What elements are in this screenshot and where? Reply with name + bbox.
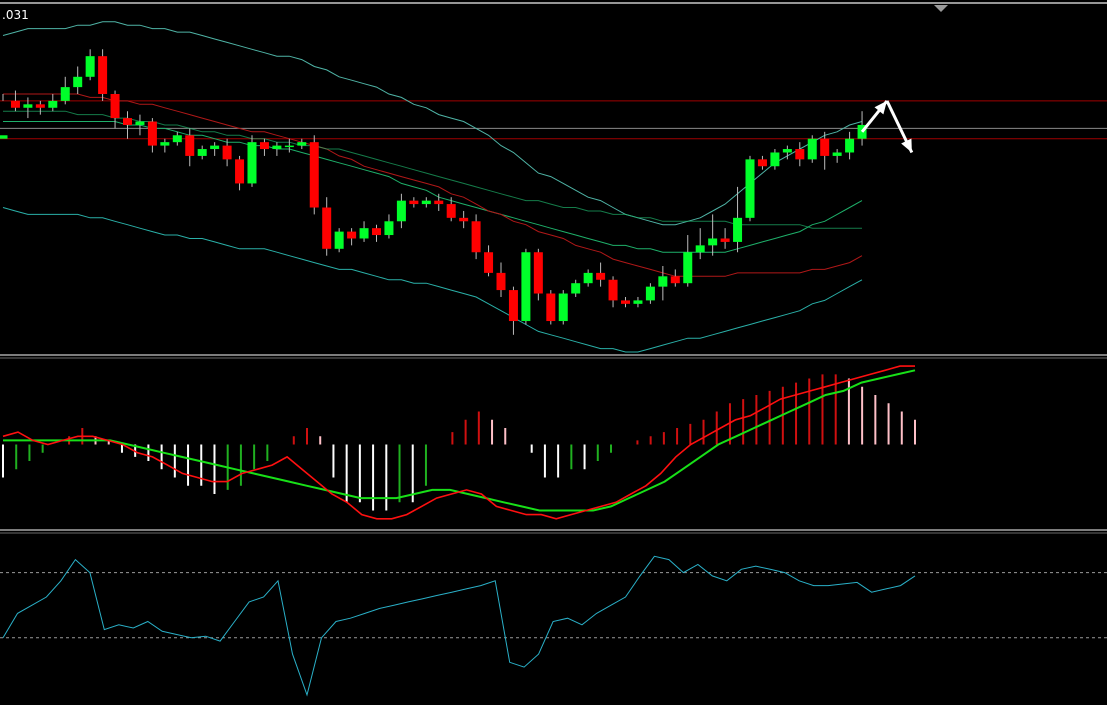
forecast-arrows [860, 99, 914, 154]
bear-candle [372, 228, 381, 236]
bear-candle [820, 138, 830, 156]
bull-candle [571, 283, 581, 294]
ma-slow-line [3, 110, 862, 229]
bollinger-lower-line [2, 207, 863, 353]
bear-candle [496, 272, 506, 291]
bear-candle [608, 279, 618, 301]
bear-candle [533, 252, 543, 294]
forecast-arrow-head-icon [901, 138, 912, 153]
macd-main-line [2, 365, 915, 520]
panel-separator-1[interactable] [0, 354, 1107, 359]
bull-candle [708, 238, 718, 246]
bear-candle [596, 272, 606, 280]
bear-candle [484, 252, 494, 273]
bull-candle [60, 87, 70, 101]
bull-candle [297, 142, 307, 146]
bull-candle [782, 149, 792, 153]
bull-candle [160, 142, 170, 146]
bull-candle [48, 100, 58, 108]
oscillator-line [2, 555, 916, 697]
bull-candle [23, 104, 33, 108]
bear-candle [409, 200, 419, 205]
bear-candle [757, 159, 767, 167]
bull-candle [845, 138, 855, 153]
price-panel[interactable]: .031 [0, 8, 1107, 353]
oscillator-panel[interactable] [0, 555, 1107, 697]
bear-candle [347, 231, 357, 239]
bull-candle [583, 272, 593, 284]
bull-candle [658, 276, 668, 287]
bear-candle [795, 149, 805, 160]
bear-candle [670, 276, 680, 284]
macd-lines [2, 365, 916, 520]
bull-candle [247, 142, 257, 184]
bull-candle [683, 252, 693, 284]
bear-candle [434, 200, 444, 205]
bull-candle [558, 293, 568, 322]
bull-candle [396, 200, 406, 222]
bear-candle [459, 217, 469, 222]
bear-candle [98, 56, 108, 94]
bollinger-middle-line [3, 121, 863, 253]
bear-candle [471, 221, 481, 253]
bear-candle [259, 142, 269, 150]
forecast-arrow-head-icon [874, 100, 887, 115]
macd-histogram [2, 374, 916, 511]
bull-candle [695, 245, 705, 253]
bull-candle [334, 231, 344, 249]
bull-candle [272, 145, 282, 150]
reference-lines [0, 100, 1107, 140]
bear-candle [546, 293, 556, 322]
bull-candle [633, 300, 643, 304]
bear-candle [508, 290, 518, 322]
bull-candle [733, 217, 743, 242]
bear-candle [185, 135, 195, 156]
ma-fast-line [3, 93, 863, 277]
bear-candle [322, 207, 332, 249]
bull-candle [284, 145, 294, 148]
bull-candle [73, 76, 83, 88]
bull-candle [135, 121, 145, 125]
bear-candle [35, 104, 45, 108]
bull-candle [807, 138, 817, 160]
oscillator-levels [0, 572, 1107, 639]
shift-marker-icon[interactable] [934, 5, 948, 12]
bull-candle [85, 56, 95, 77]
panel-separator-2[interactable] [0, 529, 1107, 534]
bull-candle [210, 145, 220, 150]
bollinger-bands [2, 21, 863, 353]
bear-candle [222, 145, 232, 160]
price-label: .031 [2, 8, 29, 22]
bear-candle [123, 118, 132, 125]
bear-candle [110, 94, 120, 119]
bull-candle [359, 228, 369, 239]
bull-candle [197, 149, 207, 156]
bull-candle [384, 221, 394, 236]
bull-candle [832, 152, 842, 156]
bull-candle [521, 252, 531, 322]
bear-candle [621, 300, 630, 304]
bear-candle [720, 238, 730, 242]
bear-candle [147, 121, 157, 146]
bollinger-upper-line [2, 21, 863, 226]
bull-candle [645, 286, 655, 301]
bull-candle [421, 200, 431, 205]
oscillator-line-group [2, 555, 916, 697]
bear-candle [309, 142, 319, 208]
bull-candle [745, 159, 755, 218]
bull-candle [770, 152, 780, 167]
moving-averages [3, 93, 863, 277]
bear-candle [446, 204, 456, 218]
bull-candle [0, 135, 8, 139]
bear-candle [10, 100, 20, 108]
macd-panel[interactable] [2, 365, 916, 520]
bear-candle [235, 159, 245, 184]
bull-candle [172, 135, 182, 143]
